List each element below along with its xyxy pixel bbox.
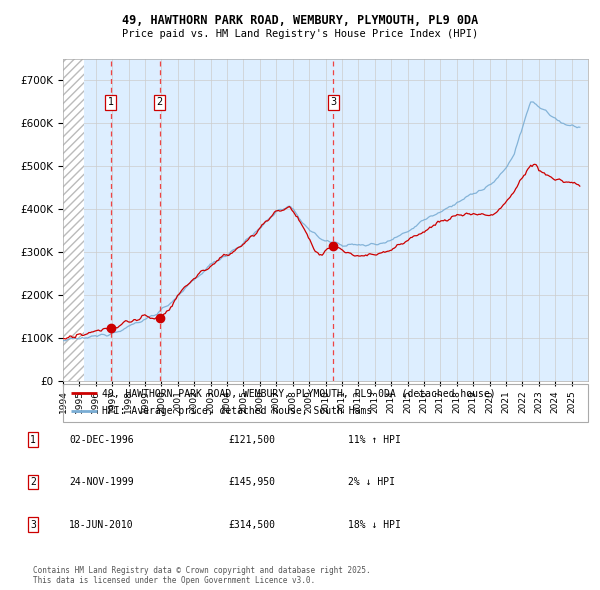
Text: 11% ↑ HPI: 11% ↑ HPI [348,435,401,444]
Text: 49, HAWTHORN PARK ROAD, WEMBURY, PLYMOUTH, PL9 0DA (detached house): 49, HAWTHORN PARK ROAD, WEMBURY, PLYMOUT… [103,388,496,398]
Text: 2: 2 [157,97,163,107]
Text: HPI: Average price, detached house, South Hams: HPI: Average price, detached house, Sout… [103,406,373,416]
Text: £121,500: £121,500 [228,435,275,444]
Bar [63,59,85,381]
Text: 49, HAWTHORN PARK ROAD, WEMBURY, PLYMOUTH, PL9 0DA: 49, HAWTHORN PARK ROAD, WEMBURY, PLYMOUT… [122,14,478,27]
Text: 18-JUN-2010: 18-JUN-2010 [69,520,134,529]
Text: £314,500: £314,500 [228,520,275,529]
Text: 24-NOV-1999: 24-NOV-1999 [69,477,134,487]
Text: 2: 2 [30,477,36,487]
Text: 18% ↓ HPI: 18% ↓ HPI [348,520,401,529]
Text: Contains HM Land Registry data © Crown copyright and database right 2025.
This d: Contains HM Land Registry data © Crown c… [33,566,371,585]
Text: 1: 1 [108,97,114,107]
Text: Price paid vs. HM Land Registry's House Price Index (HPI): Price paid vs. HM Land Registry's House … [122,30,478,39]
Text: 3: 3 [30,520,36,529]
Text: 2% ↓ HPI: 2% ↓ HPI [348,477,395,487]
Text: 1: 1 [30,435,36,444]
Text: £145,950: £145,950 [228,477,275,487]
Text: 3: 3 [330,97,336,107]
Text: 02-DEC-1996: 02-DEC-1996 [69,435,134,444]
